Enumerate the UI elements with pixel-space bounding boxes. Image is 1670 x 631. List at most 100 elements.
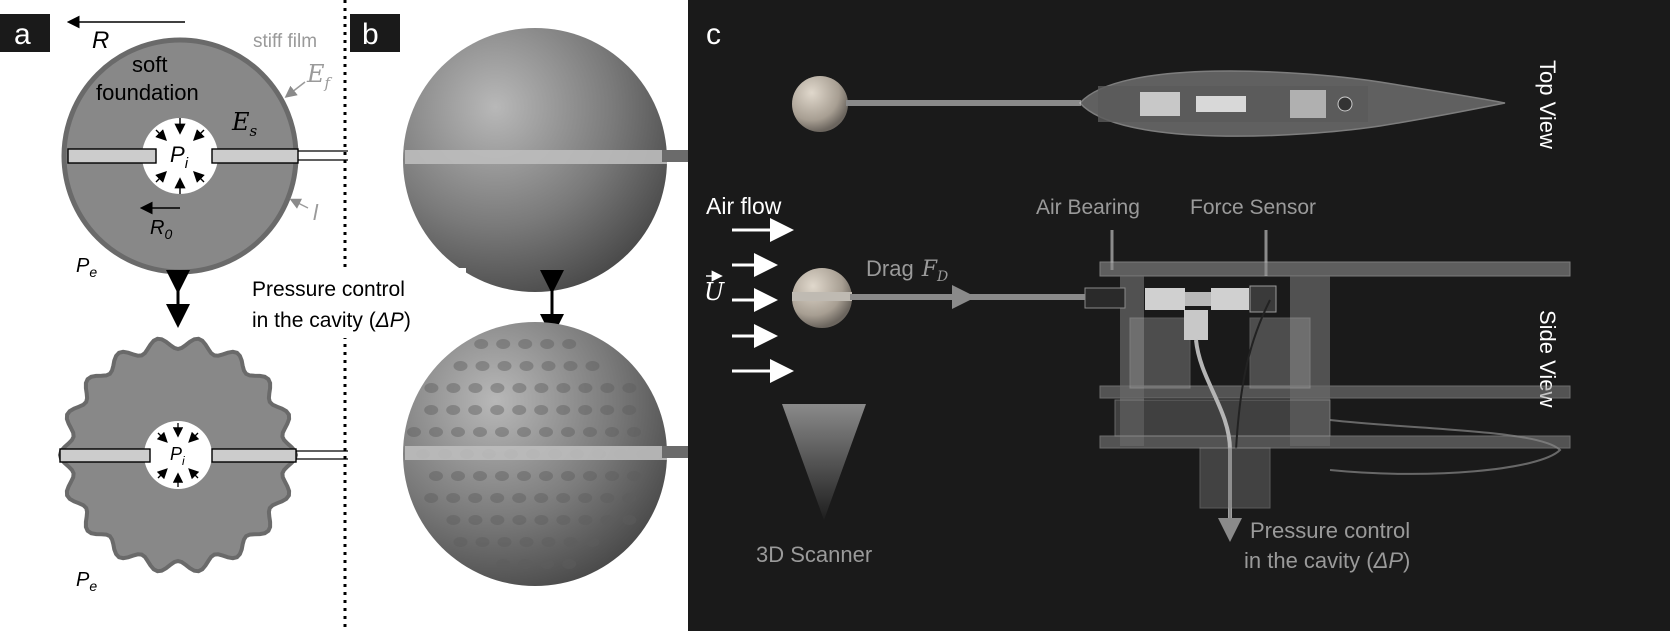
dimple bbox=[473, 427, 487, 437]
rig-fitting-2 bbox=[1211, 288, 1249, 310]
scanner-label: 3D Scanner bbox=[756, 542, 872, 567]
pressure-label-left-group: Pressure control in the cavity (ΔP) bbox=[246, 268, 466, 338]
air-flow-arrows bbox=[732, 218, 794, 383]
pressure-label-right-line2: in the cavity (ΔP) bbox=[1244, 548, 1410, 573]
dimple bbox=[517, 471, 531, 481]
rig-block-left bbox=[1129, 317, 1191, 389]
film-modulus-pointer bbox=[284, 81, 306, 98]
scanner-cone bbox=[782, 404, 866, 520]
dimple bbox=[562, 559, 577, 569]
dimple bbox=[561, 471, 575, 481]
dimple bbox=[600, 405, 615, 415]
dimple bbox=[539, 427, 553, 437]
dimple bbox=[578, 405, 593, 415]
panel-c-label: c bbox=[706, 18, 721, 51]
dimple bbox=[585, 361, 600, 371]
dimple bbox=[474, 339, 489, 349]
rig-middle-plate bbox=[1099, 385, 1571, 399]
top-view-sting bbox=[846, 100, 1081, 106]
panel-c: c Top View Side View Air flow U bbox=[688, 0, 1670, 631]
support-rod-left-top bbox=[67, 148, 157, 164]
extra-tubing bbox=[1329, 419, 1562, 475]
rig-lower-mount bbox=[1199, 447, 1271, 509]
dimple bbox=[517, 427, 531, 437]
inner-pressure-arrows-top bbox=[155, 118, 205, 194]
dimple bbox=[407, 427, 421, 437]
top-view-screw bbox=[1337, 96, 1353, 112]
dimple bbox=[534, 383, 549, 393]
dimple bbox=[490, 383, 505, 393]
panel-b-label: b bbox=[362, 18, 379, 51]
dimple bbox=[556, 515, 571, 525]
dimple bbox=[541, 537, 556, 547]
dimple bbox=[556, 493, 571, 503]
dimple bbox=[556, 383, 571, 393]
dimple bbox=[622, 493, 637, 503]
dimple bbox=[534, 405, 549, 415]
dimple bbox=[534, 493, 549, 503]
pressure-tube-side-view bbox=[1194, 339, 1232, 520]
dimple bbox=[534, 515, 549, 525]
dimpled-sphere-tube bbox=[662, 446, 688, 458]
dimple bbox=[578, 383, 593, 393]
dimple bbox=[429, 427, 443, 437]
support-rod-left-bottom bbox=[59, 448, 151, 463]
panel-b-label-box bbox=[350, 14, 400, 52]
top-view-component-1 bbox=[1140, 92, 1180, 116]
pressure-label-right-line1: Pressure control bbox=[1250, 518, 1410, 543]
pressure-label-left-line2: in the cavity (ΔP) bbox=[252, 309, 411, 332]
air-bearing-label: Air Bearing bbox=[1036, 196, 1140, 219]
dimple bbox=[519, 537, 534, 547]
external-pressure-label-bottom: Pe bbox=[76, 569, 97, 594]
dimple bbox=[446, 405, 461, 415]
dimple bbox=[605, 427, 619, 437]
rig-tee bbox=[1185, 292, 1211, 306]
dimple bbox=[512, 515, 527, 525]
dimple bbox=[563, 361, 578, 371]
dimple bbox=[497, 361, 512, 371]
dimple bbox=[451, 427, 465, 437]
dimple bbox=[518, 339, 533, 349]
dimple bbox=[562, 339, 577, 349]
dimple bbox=[453, 361, 468, 371]
dimple bbox=[473, 471, 487, 481]
dimple bbox=[512, 383, 527, 393]
air-flow-label: Air flow bbox=[706, 193, 782, 219]
dimple bbox=[540, 559, 555, 569]
support-rod-right-bottom bbox=[211, 448, 297, 463]
dimple bbox=[561, 427, 575, 437]
dimple bbox=[468, 493, 483, 503]
dimple bbox=[451, 471, 465, 481]
dimple bbox=[446, 493, 461, 503]
film-thickness-pointer bbox=[289, 198, 309, 209]
dimpled-sphere-equator-band bbox=[405, 446, 667, 460]
top-view-component-3 bbox=[1290, 90, 1326, 118]
dimple bbox=[424, 405, 439, 415]
rig-fitting-1 bbox=[1145, 288, 1185, 310]
film-modulus-label: Ef bbox=[306, 60, 333, 92]
inner-pressure-label-bottom: Pi bbox=[170, 444, 185, 468]
dimple bbox=[446, 515, 461, 525]
rig-top-plate bbox=[1099, 261, 1571, 277]
smooth-sphere-tube bbox=[662, 150, 688, 162]
force-sensor-label: Force Sensor bbox=[1190, 196, 1316, 219]
dimple bbox=[424, 493, 439, 503]
top-view-sphere bbox=[792, 76, 848, 132]
film-thickness-label: l bbox=[313, 200, 319, 225]
dimple bbox=[475, 361, 490, 371]
radius-label-top: R bbox=[92, 27, 109, 54]
dimple bbox=[468, 515, 483, 525]
dimple bbox=[600, 493, 615, 503]
top-view-assembly bbox=[792, 70, 1506, 137]
rig-block-right bbox=[1249, 317, 1311, 389]
dimple bbox=[583, 471, 597, 481]
dimple bbox=[556, 405, 571, 415]
side-view-sphere-band bbox=[792, 292, 852, 301]
dimple bbox=[585, 537, 600, 547]
dimple bbox=[540, 339, 555, 349]
rig-tee-drop bbox=[1184, 310, 1208, 340]
dimple bbox=[468, 383, 483, 393]
dimple bbox=[495, 427, 509, 437]
dimple bbox=[429, 471, 443, 481]
dimple bbox=[490, 515, 505, 525]
